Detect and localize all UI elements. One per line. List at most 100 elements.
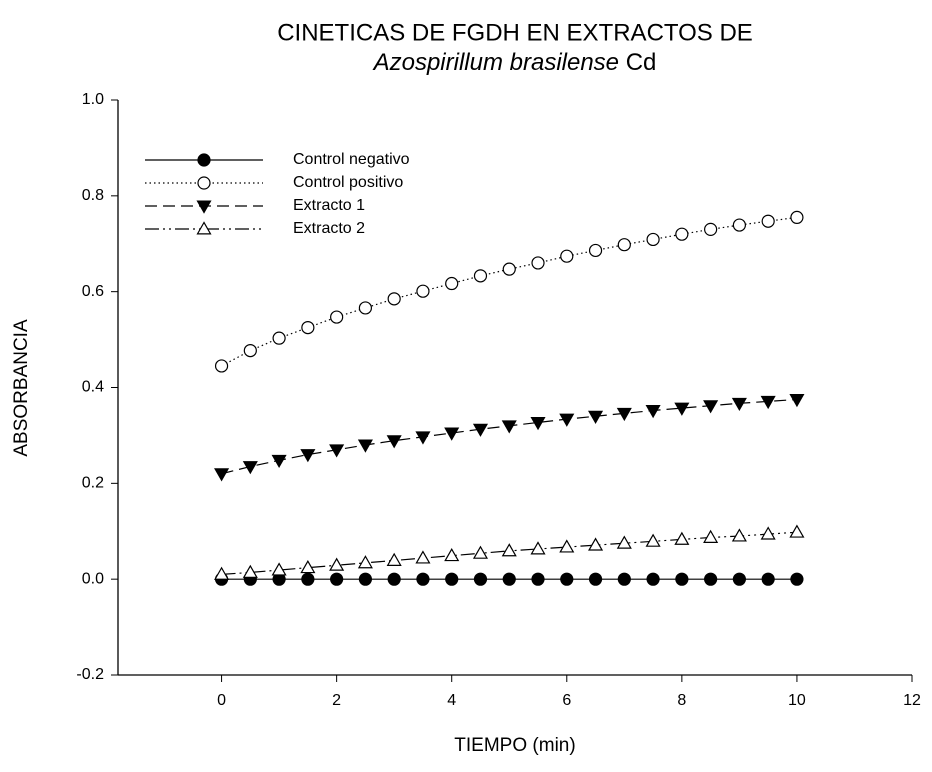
marker (616, 407, 632, 422)
y-axis-label: ABSORBANCIA (11, 319, 32, 457)
series-line (221, 216, 798, 367)
marker (444, 427, 460, 441)
y-tick-label: 0.4 (82, 379, 104, 396)
x-tick-label: 4 (447, 692, 456, 709)
marker (559, 539, 575, 553)
marker (588, 572, 603, 586)
marker (387, 572, 401, 586)
marker (732, 218, 746, 232)
marker (732, 572, 746, 586)
marker (761, 214, 775, 228)
marker (271, 562, 287, 576)
marker (560, 249, 574, 263)
marker (588, 537, 604, 551)
chart-subtitle: Azospirillum brasilense Cd (372, 49, 657, 76)
marker (731, 397, 747, 412)
marker (472, 423, 489, 437)
marker (243, 344, 257, 358)
marker (386, 435, 402, 449)
marker (617, 238, 631, 252)
marker (242, 461, 258, 475)
x-tick-label: 8 (677, 692, 686, 709)
marker (501, 420, 517, 434)
marker (704, 572, 718, 586)
marker (358, 572, 373, 586)
x-tick-label: 10 (788, 692, 806, 709)
marker (761, 572, 775, 586)
y-tick-label: 1.0 (82, 91, 104, 108)
legend-label: Control positivo (293, 174, 403, 191)
marker (645, 405, 661, 419)
marker (214, 359, 229, 373)
marker (358, 301, 373, 315)
marker (617, 572, 631, 586)
marker (502, 262, 516, 276)
x-tick-label: 0 (217, 692, 226, 709)
marker (415, 550, 431, 564)
marker (530, 541, 546, 555)
marker (588, 243, 603, 258)
marker (214, 566, 230, 580)
marker (473, 269, 488, 283)
marker (790, 210, 804, 224)
marker (300, 559, 316, 574)
marker (530, 417, 546, 431)
marker (416, 572, 430, 586)
marker (214, 468, 230, 482)
marker (387, 292, 401, 306)
y-tick-label: 0.8 (82, 187, 104, 204)
x-tick-label: 2 (332, 692, 341, 709)
chart-title: CINETICAS DE FGDH EN EXTRACTOS DE (277, 19, 753, 46)
legend-marker (196, 200, 212, 214)
marker (501, 543, 517, 557)
marker (445, 572, 459, 586)
marker (473, 572, 488, 586)
marker (703, 400, 719, 414)
marker (329, 557, 345, 571)
marker (301, 572, 315, 586)
legend-label: Extracto 1 (293, 197, 365, 214)
marker (329, 444, 345, 458)
marker (272, 331, 286, 345)
marker (588, 410, 604, 424)
marker (645, 533, 661, 547)
marker (472, 545, 489, 559)
legend-marker (197, 176, 211, 190)
legend-marker (196, 221, 212, 235)
y-tick-label: -0.2 (76, 666, 104, 683)
marker (789, 394, 805, 408)
y-tick-label: 0.2 (82, 475, 104, 492)
x-tick-label: 6 (562, 692, 571, 709)
marker (415, 431, 431, 445)
marker (703, 529, 719, 543)
marker (301, 321, 315, 335)
marker (675, 227, 689, 241)
marker (416, 284, 430, 298)
marker (531, 572, 545, 586)
legend-marker (197, 153, 211, 167)
marker (789, 524, 805, 538)
marker (674, 402, 690, 416)
marker (760, 395, 776, 410)
marker (502, 572, 516, 586)
marker (271, 454, 287, 469)
marker (560, 572, 574, 586)
y-tick-label: 0.6 (82, 283, 104, 300)
marker (357, 439, 373, 453)
marker (731, 528, 747, 542)
legend-label: Control negativo (293, 151, 410, 168)
marker (559, 413, 575, 427)
marker (300, 449, 316, 463)
marker (790, 572, 804, 586)
marker (704, 222, 718, 236)
marker (330, 310, 344, 324)
marker (531, 256, 545, 270)
subtitle-plain: Cd (626, 49, 657, 76)
marker (444, 547, 460, 562)
marker (242, 564, 258, 578)
marker (386, 552, 402, 566)
subtitle-italic: Azospirillum brasilense (372, 49, 619, 76)
marker (330, 572, 344, 586)
